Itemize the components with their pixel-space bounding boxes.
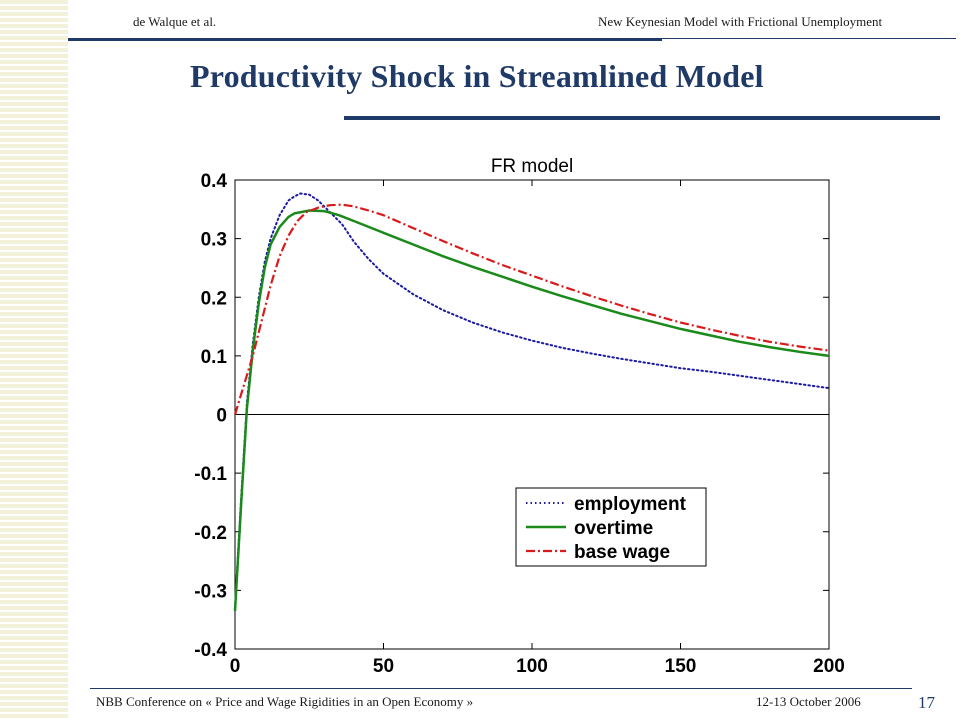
footer-date: 12-13 October 2006	[756, 694, 861, 709]
y-axis: 0.4 0.3 0.2 0.1 0 -0.1 -0.2 -0.3 -0.4	[194, 171, 829, 661]
footer-conference: NBB Conference on « Price and Wage Rigid…	[96, 694, 474, 709]
decorative-stripe-bar	[0, 0, 68, 720]
y-tick-label: 0.4	[201, 171, 228, 192]
title-underline	[344, 116, 940, 120]
x-tick-label: 150	[665, 656, 697, 677]
series-line-employment	[234, 192, 830, 609]
y-tick-label: 0.2	[201, 288, 227, 309]
x-tick-label: 200	[813, 656, 845, 677]
x-tick-label: 100	[516, 656, 548, 677]
header-rule-thick	[68, 38, 662, 41]
header-authors: de Walque et al.	[133, 14, 217, 29]
legend-label: employment	[574, 494, 687, 515]
x-tick-label: 50	[373, 656, 394, 677]
y-tick-label: 0.3	[201, 230, 227, 251]
header-paper-title: New Keynesian Model with Frictional Unem…	[598, 14, 883, 29]
legend-label: overtime	[574, 518, 653, 539]
legend-label: base wage	[574, 542, 670, 563]
slide-title: Productivity Shock in Streamlined Model	[190, 58, 764, 94]
y-tick-label: -0.1	[194, 464, 227, 485]
series-lines	[233, 192, 830, 611]
chart-legend: employment overtime base wage	[515, 487, 707, 567]
series-line-overtime	[233, 209, 830, 611]
y-tick-label: -0.4	[194, 640, 227, 661]
y-tick-label: -0.3	[194, 581, 227, 602]
footer-rule	[90, 688, 912, 689]
y-tick-label: 0.1	[201, 347, 228, 368]
series-line-base-wage	[233, 203, 830, 415]
x-tick-label: 0	[230, 656, 241, 677]
y-tick-label: 0	[216, 406, 227, 427]
legend-box	[515, 487, 707, 567]
x-axis: 0 50 100 150 200	[230, 180, 845, 677]
header-rule-thin	[662, 38, 956, 39]
y-tick-label: -0.2	[194, 523, 227, 544]
chart-title: FR model	[491, 156, 573, 177]
page-number: 17	[918, 693, 935, 712]
